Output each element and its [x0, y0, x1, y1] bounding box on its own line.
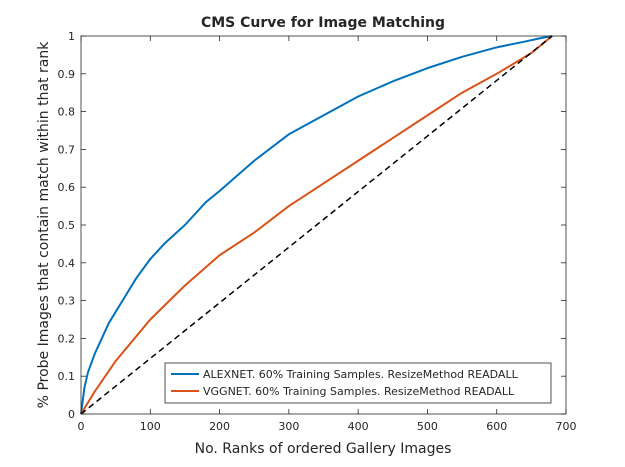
- y-tick-label: 0.8: [58, 106, 76, 119]
- x-tick-label: 500: [417, 420, 438, 433]
- legend: ALEXNET. 60% Training Samples. ResizeMet…: [164, 362, 552, 404]
- x-tick-label: 700: [556, 420, 577, 433]
- legend-label: VGGNET. 60% Training Samples. ResizeMeth…: [203, 385, 515, 398]
- series-line-1: [80, 35, 553, 415]
- chart-title: CMS Curve for Image Matching: [201, 15, 445, 31]
- x-axis-label: No. Ranks of ordered Gallery Images: [195, 441, 452, 457]
- y-tick-label: 0: [68, 408, 75, 421]
- y-tick-label: 0.2: [58, 332, 76, 345]
- y-axis-label: % Probe Images that contain match within…: [36, 41, 52, 409]
- y-tick-label: 0.9: [58, 68, 76, 81]
- reference-diagonal-line: [80, 35, 553, 415]
- plot-area: [81, 36, 566, 414]
- y-tick-label: 0.3: [58, 295, 76, 308]
- x-tick-label: 100: [140, 420, 161, 433]
- series-line-0: [80, 35, 553, 415]
- legend-box: [164, 362, 552, 404]
- legend-label: ALEXNET. 60% Training Samples. ResizeMet…: [203, 368, 519, 381]
- y-tick-label: 0.7: [58, 143, 76, 156]
- x-tick-label: 300: [278, 420, 299, 433]
- x-tick-label: 200: [209, 420, 230, 433]
- x-tick-label: 0: [78, 420, 85, 433]
- series-layer: [80, 35, 553, 415]
- axes-layer: 0 100 200 300 400 500 600 700 0 0.1 0.2 0.3 0.4 0.5 0.…: [58, 30, 577, 433]
- y-tick-label: 0.4: [58, 257, 76, 270]
- y-tick-label: 0.1: [58, 370, 76, 383]
- x-tick-label: 400: [348, 420, 369, 433]
- y-tick-label: 0.5: [58, 219, 76, 232]
- x-tick-label: 600: [486, 420, 507, 433]
- y-tick-label: 1: [68, 30, 75, 43]
- y-tick-label: 0.6: [58, 181, 76, 194]
